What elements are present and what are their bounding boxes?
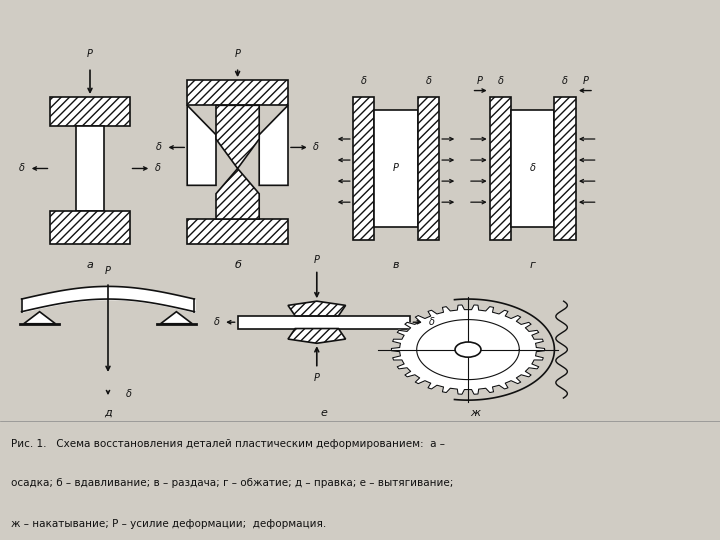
Text: в: в <box>392 260 400 271</box>
Text: д: д <box>104 408 112 418</box>
Circle shape <box>455 342 481 357</box>
Text: е: е <box>320 408 328 418</box>
Text: δ: δ <box>426 76 431 86</box>
Bar <box>353 97 374 240</box>
Text: P: P <box>477 76 482 86</box>
Text: δ: δ <box>126 389 132 399</box>
Polygon shape <box>216 168 259 219</box>
Text: δ: δ <box>530 164 536 173</box>
Text: ж: ж <box>470 408 480 418</box>
Text: δ: δ <box>361 76 366 86</box>
Bar <box>374 110 418 227</box>
Bar <box>511 110 554 227</box>
Text: δ: δ <box>313 143 319 152</box>
Bar <box>238 316 410 328</box>
Polygon shape <box>187 105 216 185</box>
Text: P: P <box>393 164 399 173</box>
Text: P: P <box>314 373 320 383</box>
Text: а: а <box>86 260 94 271</box>
Bar <box>554 97 576 240</box>
Bar <box>216 105 259 135</box>
Text: г: г <box>530 260 536 271</box>
Bar <box>490 97 511 240</box>
Text: б: б <box>234 260 241 271</box>
Text: ж – накатывание; Р – усилие деформации;  деформация.: ж – накатывание; Р – усилие деформации; … <box>11 518 326 529</box>
Bar <box>187 80 288 105</box>
Text: δ: δ <box>19 164 25 173</box>
Text: δ: δ <box>214 317 220 327</box>
Polygon shape <box>161 312 192 324</box>
Text: P: P <box>235 49 240 59</box>
Text: δ: δ <box>155 164 161 173</box>
Polygon shape <box>288 301 346 316</box>
Polygon shape <box>288 328 346 343</box>
Polygon shape <box>24 312 55 324</box>
Polygon shape <box>216 105 259 168</box>
Text: P: P <box>583 76 589 86</box>
Text: δ: δ <box>428 317 434 327</box>
Bar <box>418 97 439 240</box>
Text: δ: δ <box>156 143 162 152</box>
Text: P: P <box>87 49 93 59</box>
Polygon shape <box>392 305 544 394</box>
Text: P: P <box>105 266 111 276</box>
Polygon shape <box>259 105 288 185</box>
Text: Рис. 1.   Схема восстановления деталей пластическим деформированием:  а –: Рис. 1. Схема восстановления деталей пла… <box>11 439 445 449</box>
Bar <box>76 126 104 211</box>
Text: δ: δ <box>562 76 568 86</box>
Text: осадка; б – вдавливание; в – раздача; г – обжатие; д – правка; е – вытягивание;: осадка; б – вдавливание; в – раздача; г … <box>11 478 453 488</box>
Text: δ: δ <box>498 76 503 86</box>
Bar <box>50 211 130 244</box>
Text: P: P <box>314 255 320 265</box>
Bar <box>187 219 288 244</box>
Bar <box>50 97 130 126</box>
